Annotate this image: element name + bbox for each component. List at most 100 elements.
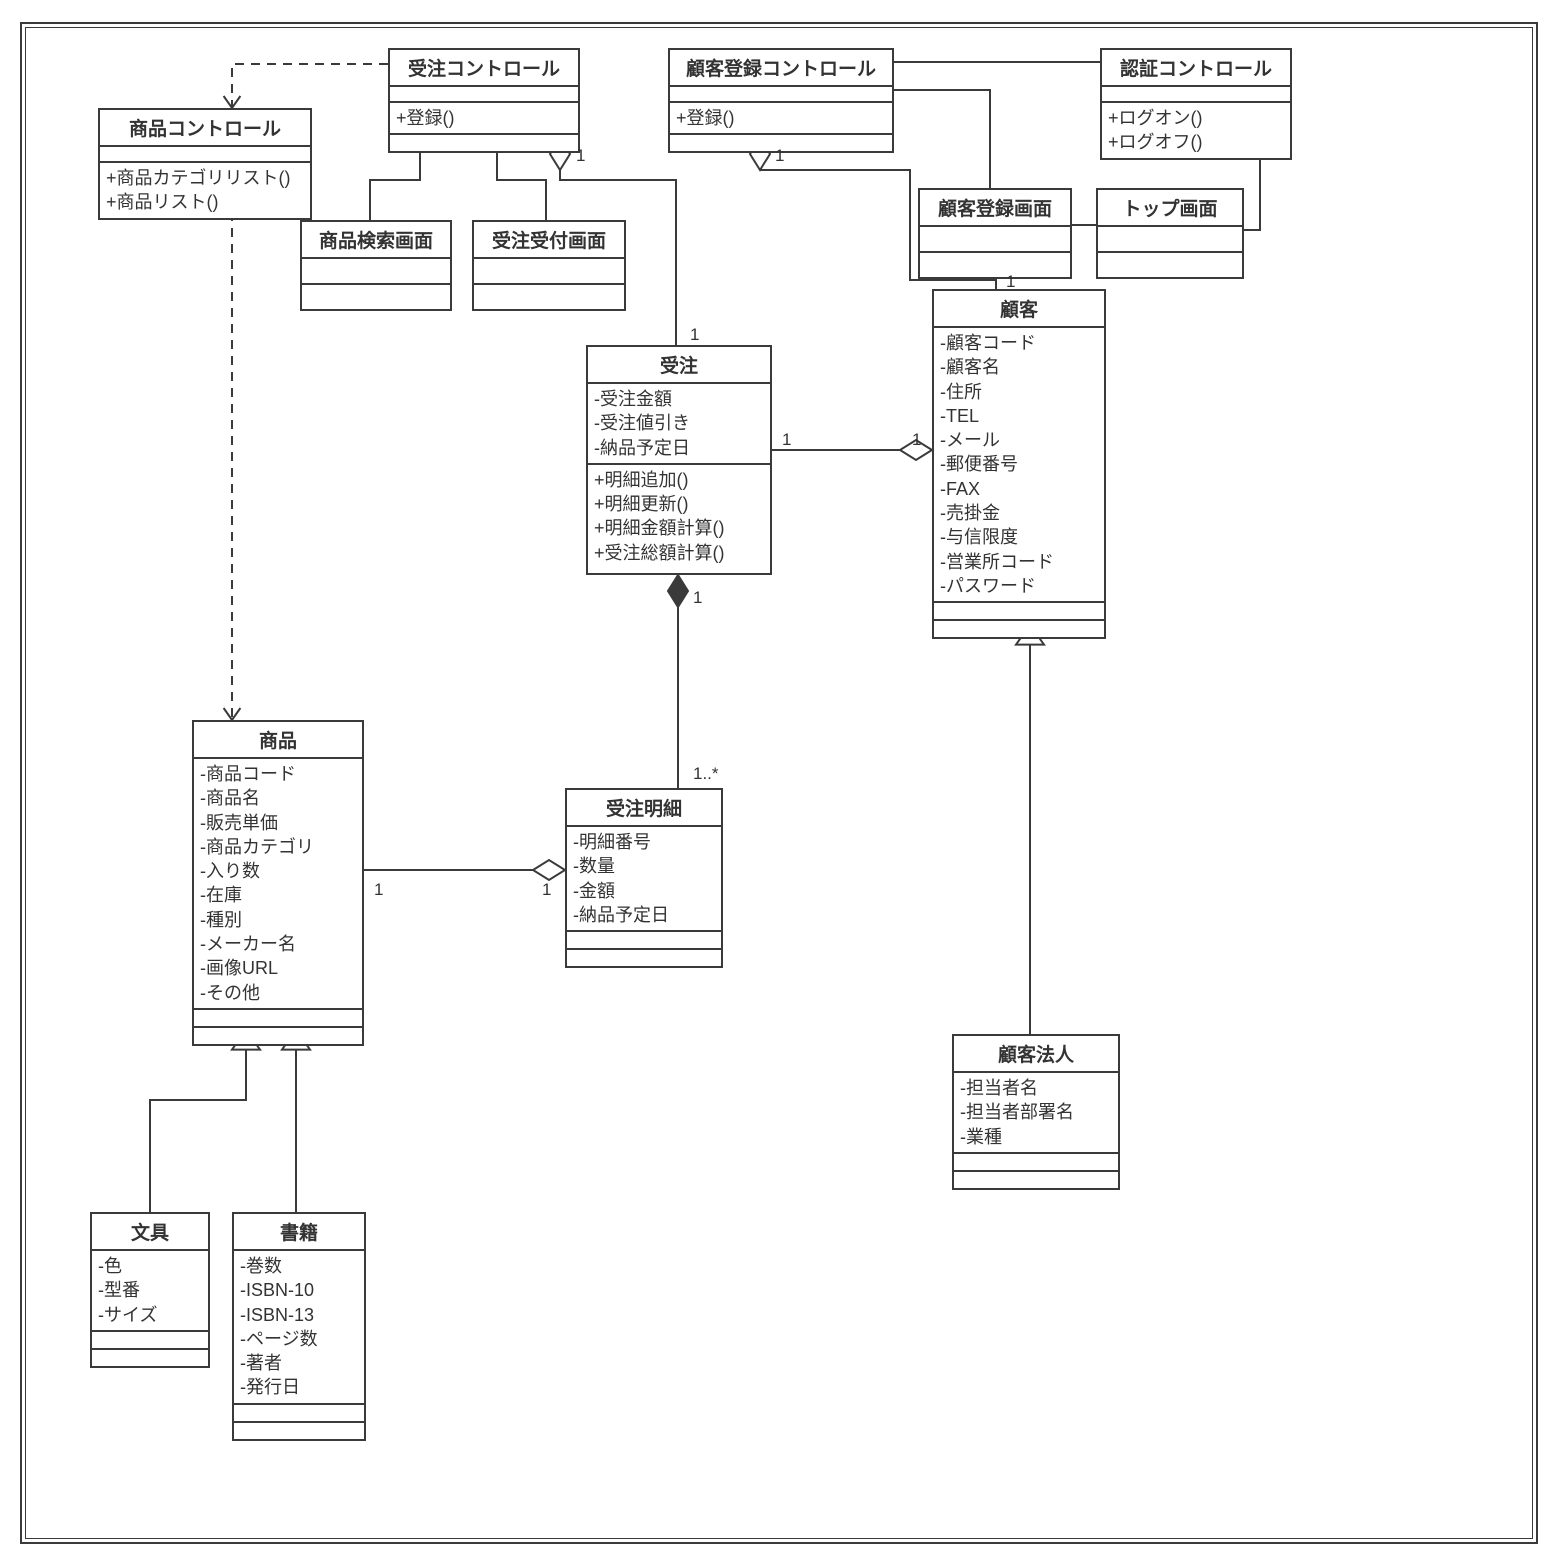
op-line: +登録() [676,106,886,130]
class-order: 受注-受注金額-受注値引き-納品予定日+明細追加()+明細更新()+明細金額計算… [586,345,772,575]
attr-line: -販売単価 [200,811,356,835]
attr-line: -納品予定日 [573,903,715,927]
attr-line: -受注値引き [594,411,764,435]
class-title: 顧客登録コントロール [670,50,892,87]
class-attributes: -商品コード-商品名-販売単価-商品カテゴリ-入り数-在庫-種別-メーカー名-画… [194,759,362,1010]
attr-line: -型番 [98,1278,202,1302]
attr-line: -郵便番号 [940,452,1098,476]
multiplicity-label: 1 [693,588,702,608]
class-operations [934,603,1104,621]
attr-line: -商品名 [200,786,356,810]
attr-line: -業種 [960,1125,1112,1149]
multiplicity-label: 1 [912,430,921,450]
class-attributes: -受注金額-受注値引き-納品予定日 [588,384,770,465]
multiplicity-label: 1 [576,146,585,166]
attr-line: -商品カテゴリ [200,835,356,859]
class-customer: 顧客-顧客コード-顧客名-住所-TEL-メール-郵便番号-FAX-売掛金-与信限… [932,289,1106,639]
attr-line: -FAX [940,477,1098,501]
multiplicity-label: 1 [775,146,784,166]
class-productCtrl: 商品コントロール +商品カテゴリリスト()+商品リスト() [98,108,312,220]
attr-line: -金額 [573,879,715,903]
class-title: 商品検索画面 [302,222,450,259]
attr-line: -ページ数 [240,1327,358,1351]
class-attributes [1102,87,1290,103]
multiplicity-label: 1 [374,880,383,900]
class-title: 受注明細 [567,790,721,827]
attr-line: -メーカー名 [200,932,356,956]
class-title: 商品 [194,722,362,759]
class-title: 受注受付画面 [474,222,624,259]
class-title: 顧客登録画面 [920,190,1070,227]
class-orderAcceptScreen: 受注受付画面 [472,220,626,311]
op-line: +明細追加() [594,468,764,492]
class-authCtrl: 認証コントロール +ログオン()+ログオフ() [1100,48,1292,160]
class-attributes: -明細番号-数量-金額-納品予定日 [567,827,721,932]
class-title: 商品コントロール [100,110,310,147]
attr-line: -営業所コード [940,550,1098,574]
attr-line: -明細番号 [573,830,715,854]
attr-line: -入り数 [200,859,356,883]
class-attributes [100,147,310,163]
uml-diagram: 商品コントロール +商品カテゴリリスト()+商品リスト() 受注コントロール+登録(… [0,0,1558,1564]
op-line: +商品リスト() [106,190,304,214]
class-operations [234,1405,364,1423]
class-title: 受注 [588,347,770,384]
class-prodSearchScreen: 商品検索画面 [300,220,452,311]
attr-line: -色 [98,1254,202,1278]
op-line: +ログオン() [1108,106,1284,130]
class-attributes [390,87,578,103]
attr-line: -その他 [200,981,356,1005]
class-operations: +ログオン()+ログオフ() [1102,103,1290,158]
attr-line: -与信限度 [940,525,1098,549]
class-attributes: -巻数-ISBN-10-ISBN-13-ページ数-著者-発行日 [234,1251,364,1405]
op-line: +明細更新() [594,492,764,516]
multiplicity-label: 1 [1006,272,1015,292]
op-line: +商品カテゴリリスト() [106,166,304,190]
class-operations [567,932,721,950]
attr-line: -納品予定日 [594,436,764,460]
attr-line: -巻数 [240,1254,358,1278]
op-line: +登録() [396,106,572,130]
attr-line: -受注金額 [594,387,764,411]
attr-line: -画像URL [200,956,356,980]
op-line: +ログオフ() [1108,130,1284,154]
multiplicity-label: 1 [542,880,551,900]
class-operations [92,1332,208,1350]
class-operations: +登録() [390,103,578,135]
class-attributes: -顧客コード-顧客名-住所-TEL-メール-郵便番号-FAX-売掛金-与信限度-… [934,328,1104,603]
multiplicity-label: 1 [690,325,699,345]
attr-line: -数量 [573,854,715,878]
attr-line: -担当者名 [960,1076,1112,1100]
class-operations: +明細追加()+明細更新()+明細金額計算()+受注総額計算() [588,465,770,568]
class-operations [954,1154,1118,1172]
multiplicity-label: 1 [782,430,791,450]
attr-line: -著者 [240,1351,358,1375]
class-book: 書籍-巻数-ISBN-10-ISBN-13-ページ数-著者-発行日 [232,1212,366,1441]
class-title: 認証コントロール [1102,50,1290,87]
class-stationery: 文具-色-型番-サイズ [90,1212,210,1368]
class-attributes: -色-型番-サイズ [92,1251,208,1332]
attr-line: -種別 [200,908,356,932]
class-title: 顧客法人 [954,1036,1118,1073]
attr-line: -顧客コード [940,331,1098,355]
attr-line: -TEL [940,404,1098,428]
class-orderCtrl: 受注コントロール+登録() [388,48,580,153]
class-operations: +商品カテゴリリスト()+商品リスト() [100,163,310,218]
attr-line: -パスワード [940,574,1098,598]
attr-line: -住所 [940,380,1098,404]
attr-line: -メール [940,428,1098,452]
attr-line: -ISBN-13 [240,1303,358,1327]
attr-line: -顧客名 [940,355,1098,379]
attr-line: -担当者部署名 [960,1100,1112,1124]
class-custCorp: 顧客法人 -担当者名-担当者部署名-業種 [952,1034,1120,1190]
attr-line: -売掛金 [940,501,1098,525]
class-custRegCtrl: 顧客登録コントロール +登録() [668,48,894,153]
attr-line: -在庫 [200,883,356,907]
class-title: 文具 [92,1214,208,1251]
multiplicity-label: 1..* [693,764,719,784]
class-orderDetail: 受注明細-明細番号-数量-金額-納品予定日 [565,788,723,968]
op-line: +受注総額計算() [594,541,764,565]
class-title: 顧客 [934,291,1104,328]
attr-line: -商品コード [200,762,356,786]
attr-line: -サイズ [98,1303,202,1327]
